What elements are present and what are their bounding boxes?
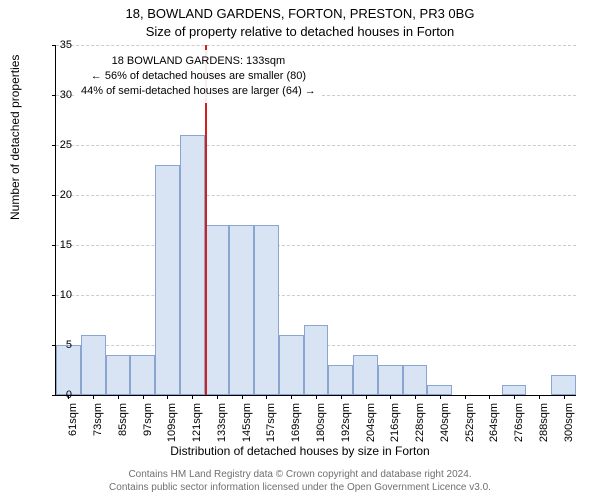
chart-title-line2: Size of property relative to detached ho… [0, 24, 600, 39]
histogram-bar [155, 165, 180, 395]
histogram-bar [81, 335, 106, 395]
histogram-bar [56, 345, 81, 395]
grid-line [56, 195, 576, 196]
histogram-bar [254, 225, 279, 395]
x-tick [564, 395, 565, 399]
x-tick-label: 121sqm [191, 403, 203, 453]
x-tick [266, 395, 267, 399]
y-tick-label: 25 [52, 139, 72, 151]
histogram-bar [205, 225, 230, 395]
x-tick [242, 395, 243, 399]
x-tick-label: 73sqm [92, 403, 104, 453]
x-tick-label: 204sqm [365, 403, 377, 453]
x-tick [192, 395, 193, 399]
x-tick-label: 252sqm [464, 403, 476, 453]
histogram-bar [279, 335, 304, 395]
y-tick-label: 35 [52, 39, 72, 51]
x-tick-label: 264sqm [488, 403, 500, 453]
x-tick [143, 395, 144, 399]
chart-title-line1: 18, BOWLAND GARDENS, FORTON, PRESTON, PR… [0, 6, 600, 21]
x-tick [440, 395, 441, 399]
y-axis-label: Number of detached properties [8, 55, 22, 220]
histogram-bar [180, 135, 205, 395]
grid-line [56, 295, 576, 296]
x-tick [489, 395, 490, 399]
x-tick-label: 288sqm [538, 403, 550, 453]
footer-text: Contains HM Land Registry data © Crown c… [0, 468, 600, 494]
x-tick [341, 395, 342, 399]
x-tick [390, 395, 391, 399]
y-tick-label: 30 [52, 89, 72, 101]
x-tick [291, 395, 292, 399]
x-tick-label: 228sqm [414, 403, 426, 453]
y-tick-label: 0 [52, 389, 72, 401]
annotation-box: 18 BOWLAND GARDENS: 133sqm← 56% of detac… [75, 50, 322, 103]
x-tick-label: 85sqm [117, 403, 129, 453]
x-tick-label: 145sqm [241, 403, 253, 453]
x-tick-label: 216sqm [389, 403, 401, 453]
y-tick-label: 5 [52, 339, 72, 351]
x-tick [217, 395, 218, 399]
x-tick [415, 395, 416, 399]
histogram-bar [378, 365, 403, 395]
grid-line [56, 145, 576, 146]
x-tick-label: 133sqm [216, 403, 228, 453]
x-tick [366, 395, 367, 399]
x-tick [167, 395, 168, 399]
x-tick [316, 395, 317, 399]
annotation-line: 18 BOWLAND GARDENS: 133sqm [81, 54, 316, 69]
x-tick [465, 395, 466, 399]
x-tick-label: 169sqm [290, 403, 302, 453]
grid-line [56, 45, 576, 46]
x-tick-label: 97sqm [142, 403, 154, 453]
y-tick-label: 10 [52, 289, 72, 301]
histogram-bar [551, 375, 576, 395]
x-tick-label: 300sqm [563, 403, 575, 453]
histogram-bar [427, 385, 452, 395]
x-tick-label: 180sqm [315, 403, 327, 453]
histogram-bar [403, 365, 428, 395]
histogram-bar [328, 365, 353, 395]
chart-container: 18, BOWLAND GARDENS, FORTON, PRESTON, PR… [0, 0, 600, 500]
annotation-line: ← 56% of detached houses are smaller (80… [81, 69, 316, 84]
x-tick-label: 240sqm [439, 403, 451, 453]
x-tick-label: 157sqm [265, 403, 277, 453]
x-tick-label: 192sqm [340, 403, 352, 453]
x-tick [93, 395, 94, 399]
x-tick [514, 395, 515, 399]
histogram-bar [130, 355, 155, 395]
annotation-line: 44% of semi-detached houses are larger (… [81, 84, 316, 99]
footer-line1: Contains HM Land Registry data © Crown c… [0, 468, 600, 481]
grid-line [56, 245, 576, 246]
x-tick [118, 395, 119, 399]
y-tick-label: 20 [52, 189, 72, 201]
histogram-bar [353, 355, 378, 395]
x-tick [539, 395, 540, 399]
footer-line2: Contains public sector information licen… [0, 481, 600, 494]
histogram-bar [106, 355, 131, 395]
histogram-bar [229, 225, 254, 395]
histogram-bar [304, 325, 329, 395]
x-tick-label: 61sqm [67, 403, 79, 453]
x-tick-label: 276sqm [513, 403, 525, 453]
y-tick-label: 15 [52, 239, 72, 251]
histogram-bar [502, 385, 527, 395]
x-tick-label: 109sqm [166, 403, 178, 453]
